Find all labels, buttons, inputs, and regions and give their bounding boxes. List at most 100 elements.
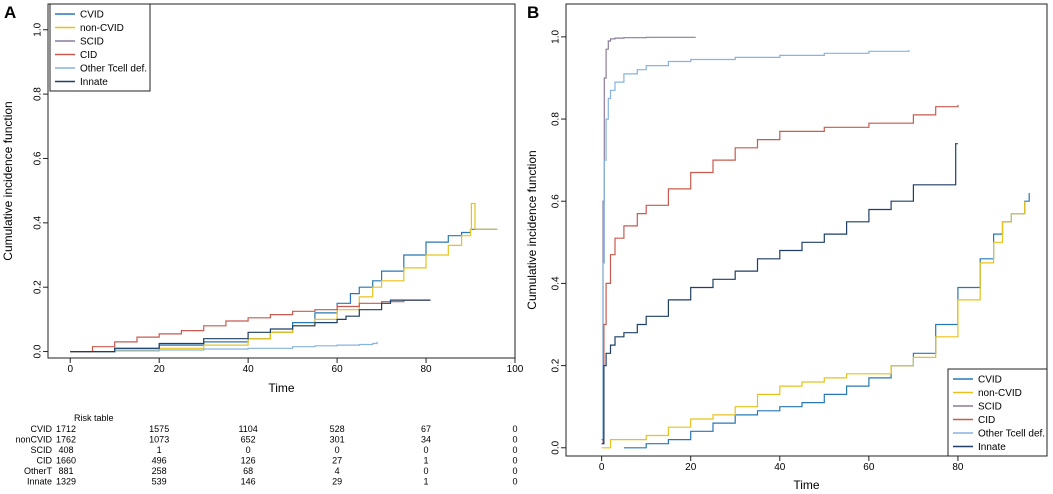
x-tick-label: 20 <box>154 364 166 375</box>
risk-table-cell: 1104 <box>238 424 257 434</box>
x-tick-label: 40 <box>243 364 255 375</box>
risk-table-cell: 1073 <box>149 435 169 445</box>
legend-entry-non-cvid: non-CVID <box>978 388 1022 399</box>
risk-table-cell: 1660 <box>56 456 76 466</box>
series-line-non-cvid <box>601 201 1026 449</box>
legend-entry-other-tcell-def: Other Tcell def. <box>978 429 1045 440</box>
series-line-cid <box>601 104 959 441</box>
risk-table-row-label: OtherT <box>24 466 53 476</box>
risk-table-cell: 1575 <box>149 424 169 434</box>
x-tick-label: 0 <box>67 364 73 375</box>
panel-b-plot-frame <box>565 3 1048 457</box>
risk-table-cell: 1 <box>424 477 429 487</box>
series-line-other-tcell-def <box>601 50 910 441</box>
panel-b: B 0.0 0.2 0.4 0.6 0.8 1.0 0 20 40 60 80 Time Cumu… <box>525 3 1048 492</box>
risk-table-cell: 0 <box>424 466 429 476</box>
risk-table-cell: 0 <box>512 477 517 487</box>
panel-b-x-axis-label: Time <box>793 478 820 492</box>
legend-entry-cid: CID <box>978 415 995 426</box>
x-tick-label: 60 <box>863 462 875 473</box>
risk-table-cell: 68 <box>243 466 253 476</box>
y-tick-label: 0.2 <box>551 358 562 372</box>
risk-table-cell: 0 <box>512 466 517 476</box>
legend-entry-innate: Innate <box>978 442 1006 453</box>
panel-a: A 0.00.20.40.60.81.0 0 20 40 60 80 100 Time C… <box>1 3 524 487</box>
risk-table-cell: 1 <box>157 445 162 455</box>
risk-table-cell: 27 <box>332 456 342 466</box>
risk-table-cell: 67 <box>421 424 431 434</box>
y-tick-label: 0.6 <box>551 194 562 208</box>
legend-box <box>947 368 1048 457</box>
panel-a-legend: CVID non-CVID SCID CID Other Tcell def. Innat… <box>49 3 151 92</box>
risk-table-cell: 146 <box>241 477 256 487</box>
legend-entry-innate: Innate <box>80 77 108 88</box>
y-tick-label: 0.4 <box>551 276 562 290</box>
panel-b-label: B <box>527 3 539 22</box>
risk-table-cell: 1329 <box>56 477 76 487</box>
risk-table-cell: 881 <box>58 466 73 476</box>
x-tick-label: 80 <box>952 462 964 473</box>
panel-a-y-axis-label: Cumulative incidence function <box>1 101 15 260</box>
risk-table-cell: 4 <box>335 466 340 476</box>
risk-table-row-label: nonCVID <box>15 435 52 445</box>
series-line-innate <box>70 299 431 353</box>
x-tick-label: 40 <box>774 462 786 473</box>
y-tick-label: 1.0 <box>551 29 562 43</box>
risk-table-cell: 301 <box>330 435 345 445</box>
risk-table-row-label: Innate <box>27 477 52 487</box>
risk-table-cell: 0 <box>512 424 517 434</box>
panel-b-y-axis-label: Cumulative incidence function <box>525 150 539 309</box>
risk-table-cell: 539 <box>152 477 167 487</box>
x-tick-label: 60 <box>332 364 344 375</box>
risk-table-cell: 1 <box>424 456 429 466</box>
risk-table-cell: 0 <box>335 445 340 455</box>
risk-table-cell: 258 <box>152 466 167 476</box>
risk-table-cell: 528 <box>330 424 345 434</box>
risk-table-cell: 1762 <box>56 435 76 445</box>
legend-entry-other-tcell-def: Other Tcell def. <box>80 64 147 75</box>
risk-table-cell: 0 <box>246 445 251 455</box>
risk-table-row-label: CVID <box>30 424 52 434</box>
panel-a-plot-frame <box>47 3 516 359</box>
risk-table: Risk table CVID 1712 1575 1104 528 67 0nonCVID… <box>15 413 517 487</box>
panel-a-x-axis-label: Time <box>268 381 295 395</box>
risk-table-cell: 1712 <box>56 424 76 434</box>
legend-entry-scid: SCID <box>80 37 104 48</box>
risk-table-cell: 0 <box>424 445 429 455</box>
legend-entry-cvid: CVID <box>80 10 104 21</box>
legend-entry-non-cvid: non-CVID <box>80 23 124 34</box>
series-line-innate <box>601 143 958 445</box>
y-tick-label: 0.0 <box>551 440 562 454</box>
series-line-cvid <box>70 228 498 353</box>
risk-table-cell: 0 <box>512 435 517 445</box>
y-tick-label: 0.8 <box>551 112 562 126</box>
legend-box <box>49 3 151 92</box>
legend-entry-cvid: CVID <box>978 375 1002 386</box>
x-tick-label: 20 <box>685 462 697 473</box>
risk-table-cell: 496 <box>152 456 167 466</box>
risk-table-cell: 34 <box>421 435 431 445</box>
risk-table-row-label: SCID <box>30 445 52 455</box>
x-tick-label: 100 <box>507 364 524 375</box>
risk-table-cell: 0 <box>512 445 517 455</box>
x-tick-label: 0 <box>599 462 605 473</box>
legend-entry-cid: CID <box>80 50 97 61</box>
x-tick-label: 80 <box>420 364 432 375</box>
risk-table-row-label: CID <box>37 456 53 466</box>
panel-b-legend: CVID non-CVID SCID CID Other Tcell def. Innat… <box>947 368 1048 457</box>
y-tick-label: 0.4 <box>33 215 44 229</box>
y-tick-label: 0.8 <box>33 87 44 101</box>
risk-table-cell: 652 <box>241 435 256 445</box>
series-line-scid <box>601 36 696 445</box>
legend-entry-scid: SCID <box>978 402 1002 413</box>
risk-table-cell: 126 <box>241 456 256 466</box>
y-tick-label: 0.0 <box>33 344 44 358</box>
y-tick-label: 0.2 <box>33 280 44 294</box>
risk-table-cell: 0 <box>512 456 517 466</box>
y-tick-label: 1.0 <box>33 22 44 36</box>
series-line-cid <box>70 299 431 353</box>
series-line-non-cvid <box>70 202 498 353</box>
risk-table-cell: 408 <box>58 445 73 455</box>
panel-a-label: A <box>4 3 16 22</box>
